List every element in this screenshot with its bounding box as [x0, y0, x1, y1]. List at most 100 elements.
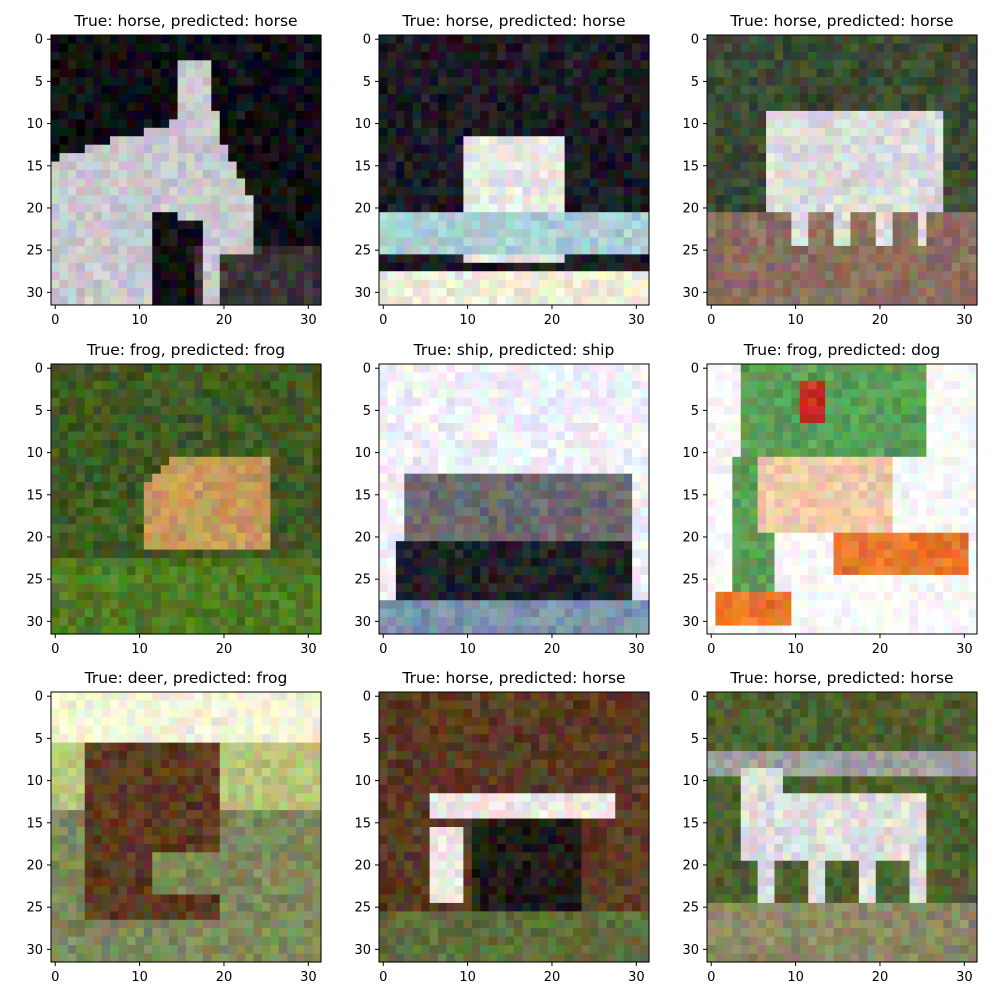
image-pixel: [598, 85, 608, 95]
image-pixel: [312, 254, 322, 264]
image-pixel: [547, 279, 557, 289]
image-pixel: [160, 397, 170, 407]
image-pixel: [640, 507, 650, 517]
image-pixel: [943, 161, 953, 171]
image-pixel: [304, 178, 314, 188]
image-pixel: [261, 271, 271, 281]
image-pixel: [278, 406, 288, 416]
image-pixel: [951, 245, 961, 255]
image-pixel: [471, 35, 481, 45]
image-pixel: [177, 389, 187, 399]
image-pixel: [892, 110, 902, 120]
image-pixel: [530, 566, 540, 576]
image-pixel: [59, 364, 69, 374]
image-pixel: [278, 600, 288, 610]
image-pixel: [228, 541, 238, 551]
image-pixel: [530, 397, 540, 407]
image-pixel: [951, 170, 961, 180]
image-pixel: [278, 296, 288, 306]
image-pixel: [270, 431, 280, 441]
image-pixel: [446, 203, 456, 213]
image-pixel: [598, 51, 608, 61]
image-pixel: [623, 558, 633, 568]
image-pixel: [412, 161, 422, 171]
image-pixel: [740, 136, 750, 146]
image-pixel: [228, 178, 238, 188]
image-pixel: [110, 220, 120, 230]
image-pixel: [514, 110, 524, 120]
image-pixel: [135, 288, 145, 298]
image-pixel: [858, 119, 868, 129]
image-pixel: [93, 144, 103, 154]
image-pixel: [110, 515, 120, 525]
image-pixel: [623, 448, 633, 458]
image-pixel: [126, 541, 136, 551]
image-pixel: [816, 51, 826, 61]
image-pixel: [412, 397, 422, 407]
image-pixel: [782, 237, 792, 247]
image-pixel: [295, 423, 305, 433]
image-pixel: [782, 110, 792, 120]
image-pixel: [943, 35, 953, 45]
image-pixel: [236, 153, 246, 163]
image-pixel: [110, 161, 120, 171]
image-pixel: [488, 229, 498, 239]
image-pixel: [581, 220, 591, 230]
image-pixel: [152, 524, 162, 534]
image-pixel: [395, 465, 405, 475]
image-pixel: [236, 617, 246, 627]
image-pixel: [270, 245, 280, 255]
image-pixel: [615, 490, 625, 500]
image-pixel: [573, 119, 583, 129]
image-pixel: [211, 271, 221, 281]
image-pixel: [471, 271, 481, 281]
image-pixel: [93, 262, 103, 272]
image-pixel: [606, 406, 616, 416]
image-pixel: [740, 203, 750, 213]
image-pixel: [304, 262, 314, 272]
image-pixel: [488, 372, 498, 382]
image-pixel: [547, 153, 557, 163]
image-pixel: [67, 600, 77, 610]
image-pixel: [412, 262, 422, 272]
image-pixel: [152, 389, 162, 399]
image-pixel: [530, 229, 540, 239]
image-pixel: [143, 364, 153, 374]
image-pixel: [295, 456, 305, 466]
image-pixel: [412, 254, 422, 264]
image-pixel: [211, 465, 221, 475]
image-pixel: [875, 119, 885, 129]
image-pixel: [799, 229, 809, 239]
image-pixel: [867, 85, 877, 95]
image-pixel: [135, 414, 145, 424]
image-pixel: [379, 414, 389, 424]
image-pixel: [245, 60, 255, 70]
image-pixel: [177, 524, 187, 534]
image-pixel: [126, 583, 136, 593]
image-pixel: [581, 549, 591, 559]
image-pixel: [632, 153, 642, 163]
image-pixel: [556, 456, 566, 466]
image-pixel: [463, 406, 473, 416]
image-pixel: [556, 507, 566, 517]
image-pixel: [791, 254, 801, 264]
image-pixel: [438, 541, 448, 551]
image-pixel: [59, 473, 69, 483]
image-pixel: [842, 229, 852, 239]
image-pixel: [606, 465, 616, 475]
image-pixel: [808, 85, 818, 95]
image-pixel: [480, 77, 490, 87]
image-pixel: [51, 583, 61, 593]
image-pixel: [59, 262, 69, 272]
image-pixel: [211, 51, 221, 61]
image-pixel: [715, 271, 725, 281]
image-pixel: [446, 237, 456, 247]
image-pixel: [312, 473, 322, 483]
image-pixel: [867, 68, 877, 78]
image-pixel: [505, 245, 515, 255]
image-pixel: [126, 119, 136, 129]
image-pixel: [480, 431, 490, 441]
image-pixel: [412, 296, 422, 306]
image-pixel: [707, 288, 717, 298]
image-pixel: [723, 279, 733, 289]
